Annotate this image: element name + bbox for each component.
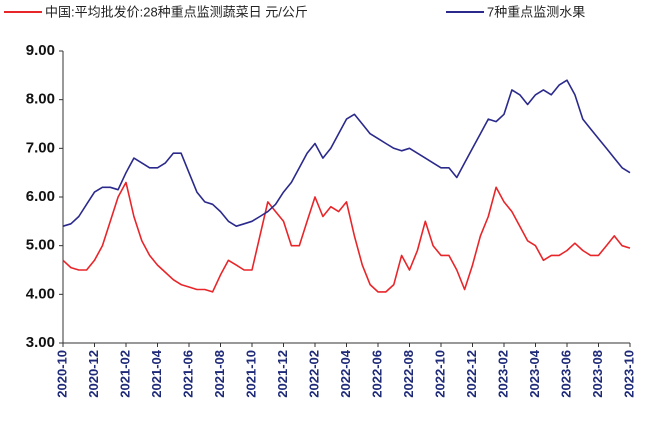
y-tick-label: 7.00 bbox=[26, 139, 55, 156]
y-tick-label: 6.00 bbox=[26, 188, 55, 205]
x-tick-label: 2022-02 bbox=[306, 350, 321, 398]
y-tick-label: 4.00 bbox=[26, 285, 55, 302]
series-line bbox=[62, 79, 631, 227]
x-tick-label: 2021-10 bbox=[243, 350, 258, 398]
series-line bbox=[62, 181, 631, 293]
x-tick-label: 2022-04 bbox=[338, 349, 353, 397]
x-tick-label: 2023-08 bbox=[590, 350, 605, 398]
x-tick-label: 2022-08 bbox=[401, 350, 416, 398]
y-tick-label: 8.00 bbox=[26, 91, 55, 108]
x-tick-label: 2021-08 bbox=[212, 350, 227, 398]
y-tick-label: 5.00 bbox=[26, 237, 55, 254]
y-tick-label: 3.00 bbox=[26, 334, 55, 351]
x-tick-label: 2023-04 bbox=[527, 349, 542, 397]
x-tick-label: 2020-10 bbox=[54, 350, 69, 398]
x-tick-label: 2022-10 bbox=[432, 350, 447, 398]
x-tick-label: 2021-12 bbox=[275, 350, 290, 398]
x-tick-label: 2023-02 bbox=[495, 350, 510, 398]
y-tick-label: 9.00 bbox=[26, 42, 55, 59]
x-tick-label: 2021-04 bbox=[149, 349, 164, 397]
x-tick-label: 2020-12 bbox=[86, 350, 101, 398]
x-tick-label: 2023-06 bbox=[558, 350, 573, 398]
x-tick-label: 2022-12 bbox=[464, 350, 479, 398]
x-tick-label: 2023-10 bbox=[621, 350, 636, 398]
legend-label: 7种重点监测水果 bbox=[487, 4, 585, 19]
x-tick-label: 2022-06 bbox=[369, 350, 384, 398]
x-tick-label: 2021-02 bbox=[117, 350, 132, 398]
legend-label: 中国:平均批发价:28种重点监测蔬菜日 元/公斤 bbox=[45, 4, 308, 19]
x-tick-label: 2021-06 bbox=[180, 350, 195, 398]
